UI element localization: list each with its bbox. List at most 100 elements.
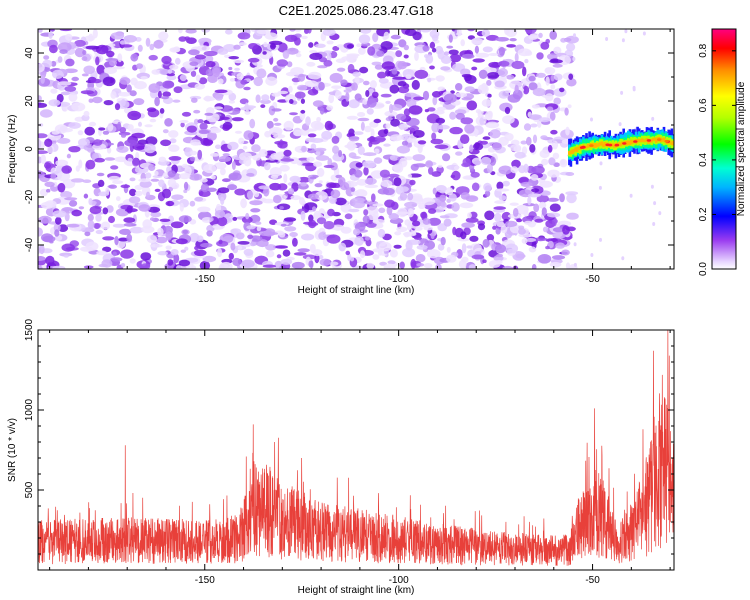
x-tick-label: -50 bbox=[585, 575, 600, 586]
spectrogram-blob bbox=[119, 228, 132, 235]
signal-track-cell bbox=[602, 143, 605, 148]
spectrogram-blob bbox=[486, 79, 492, 86]
spectrogram-blob bbox=[49, 44, 58, 54]
spectrogram-blob bbox=[385, 100, 391, 104]
spectrogram-blob bbox=[497, 68, 508, 77]
spectrogram-blob bbox=[189, 61, 199, 67]
spectrogram-blob bbox=[371, 193, 376, 202]
spectrogram-blob bbox=[273, 195, 282, 204]
colorbar-gradient bbox=[711, 28, 737, 270]
spectrogram-blob bbox=[529, 144, 536, 153]
spectrogram-blob bbox=[308, 260, 314, 268]
spectrogram-blob bbox=[524, 50, 533, 56]
spectrogram-blob bbox=[399, 157, 408, 168]
spectrogram-blob bbox=[532, 88, 546, 97]
spectrogram-blob bbox=[54, 229, 60, 237]
spectrogram-blob bbox=[240, 79, 248, 85]
spectrogram-blob bbox=[475, 52, 490, 58]
spectrogram-blob bbox=[547, 240, 554, 249]
spectrogram-blob bbox=[533, 237, 548, 242]
spectrogram-blob bbox=[42, 59, 53, 68]
spectrogram-blob bbox=[348, 136, 360, 142]
spectrogram-blob bbox=[249, 200, 263, 206]
spectrogram-blob bbox=[173, 86, 183, 94]
spectrogram-blob bbox=[509, 38, 517, 42]
spectrogram-blob bbox=[384, 199, 396, 208]
spectrogram-blob bbox=[415, 254, 426, 263]
spectrogram-blob bbox=[522, 66, 527, 77]
spectrogram-blob bbox=[383, 31, 390, 40]
spectrogram-blob bbox=[328, 93, 335, 104]
spectrogram-blob bbox=[443, 93, 458, 103]
spectrogram-blob bbox=[132, 53, 137, 59]
spectrogram-blob bbox=[242, 145, 248, 150]
spectrogram-blob bbox=[95, 229, 104, 235]
spectrogram-blob bbox=[81, 56, 88, 61]
spectrogram-blob bbox=[330, 189, 341, 199]
spectrogram-blob bbox=[590, 117, 593, 122]
spectrogram-blob bbox=[407, 192, 414, 201]
spectrogram-blob bbox=[247, 57, 260, 63]
spectrogram-blob bbox=[275, 245, 288, 249]
spectrogram-blob bbox=[514, 151, 526, 159]
spectrogram-blob bbox=[110, 91, 117, 99]
spectrogram-blob bbox=[460, 231, 467, 240]
spectrogram-blob bbox=[59, 29, 73, 32]
spectrogram-blob bbox=[370, 128, 375, 138]
spectrogram-blob bbox=[326, 40, 334, 45]
spectrogram-blob bbox=[497, 60, 510, 67]
spectrogram-blob bbox=[138, 178, 152, 183]
spectrogram-blob bbox=[546, 106, 554, 112]
spectrogram-blob bbox=[119, 40, 127, 45]
spectrogram-blob bbox=[126, 84, 132, 93]
spectrogram-blob bbox=[436, 106, 447, 111]
spectrogram-blob bbox=[523, 210, 529, 217]
spectrogram-blob bbox=[120, 263, 126, 268]
spectrogram-blob bbox=[393, 244, 402, 249]
spectrogram-blob bbox=[482, 259, 487, 264]
spectrogram-blob bbox=[389, 134, 403, 142]
spectrogram-blob bbox=[297, 248, 310, 253]
spectrogram-blob bbox=[407, 208, 415, 218]
spectrogram-blob bbox=[356, 179, 368, 186]
spectrogram-blob bbox=[460, 39, 466, 47]
spectrogram-blob bbox=[217, 248, 223, 258]
spectrogram-blob bbox=[137, 44, 143, 52]
spectrogram-blob bbox=[549, 111, 556, 121]
spectrogram-blob bbox=[144, 143, 156, 154]
spectrogram-blob bbox=[173, 253, 180, 264]
spectrogram-blob bbox=[185, 29, 197, 34]
spectrogram-blob bbox=[403, 232, 410, 238]
spectrogram-blob bbox=[414, 69, 429, 79]
spectrogram-blob bbox=[65, 58, 75, 67]
spectrogram-blob bbox=[81, 73, 89, 77]
spectrogram-blob bbox=[59, 252, 73, 257]
spectrogram-blob bbox=[310, 143, 317, 150]
spectrogram-blob bbox=[385, 123, 391, 129]
spectrogram-blob bbox=[423, 263, 433, 269]
spectrogram-blob bbox=[95, 213, 102, 222]
spectrogram-blob bbox=[364, 125, 372, 133]
spectrogram-blob bbox=[196, 45, 211, 52]
spectrogram-blob bbox=[552, 227, 565, 233]
spectrogram-blob bbox=[52, 210, 67, 218]
spectrogram-blob bbox=[180, 249, 186, 253]
spectrogram-blob bbox=[533, 203, 540, 213]
spectrogram-blob bbox=[488, 53, 499, 56]
spectrogram-blob bbox=[153, 39, 164, 49]
spectrogram-blob bbox=[146, 191, 150, 198]
spectrogram-blob bbox=[498, 165, 512, 175]
spectrogram-blob bbox=[270, 42, 276, 50]
spectrogram-blob bbox=[383, 128, 389, 135]
spectrogram-blob bbox=[504, 243, 519, 254]
spectrogram-blob bbox=[454, 92, 468, 98]
spectrogram-blob bbox=[366, 108, 374, 115]
spectrogram-blob bbox=[542, 226, 549, 233]
spectrogram-blob bbox=[294, 91, 306, 99]
spectrogram-blob bbox=[51, 130, 60, 135]
spectrogram-blob bbox=[263, 41, 268, 48]
spectrogram-blob bbox=[289, 232, 298, 237]
spectrogram-blob bbox=[244, 110, 251, 115]
snr-y-label: SNR (10 * v/v) bbox=[7, 418, 18, 482]
spectrogram-blob bbox=[340, 79, 348, 86]
